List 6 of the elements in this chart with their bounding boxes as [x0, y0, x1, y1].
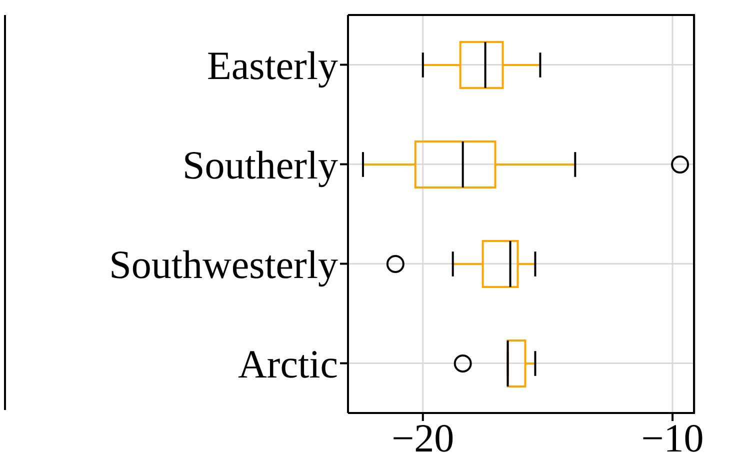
- y-tick-label: Arctic: [238, 341, 338, 386]
- y-tick-label: Southerly: [182, 142, 338, 188]
- x-tick-label: −20: [392, 415, 454, 460]
- x-tick-label: −10: [641, 415, 704, 460]
- y-tick-label: Easterly: [206, 42, 338, 88]
- y-tick-label: Southwesterly: [109, 242, 338, 287]
